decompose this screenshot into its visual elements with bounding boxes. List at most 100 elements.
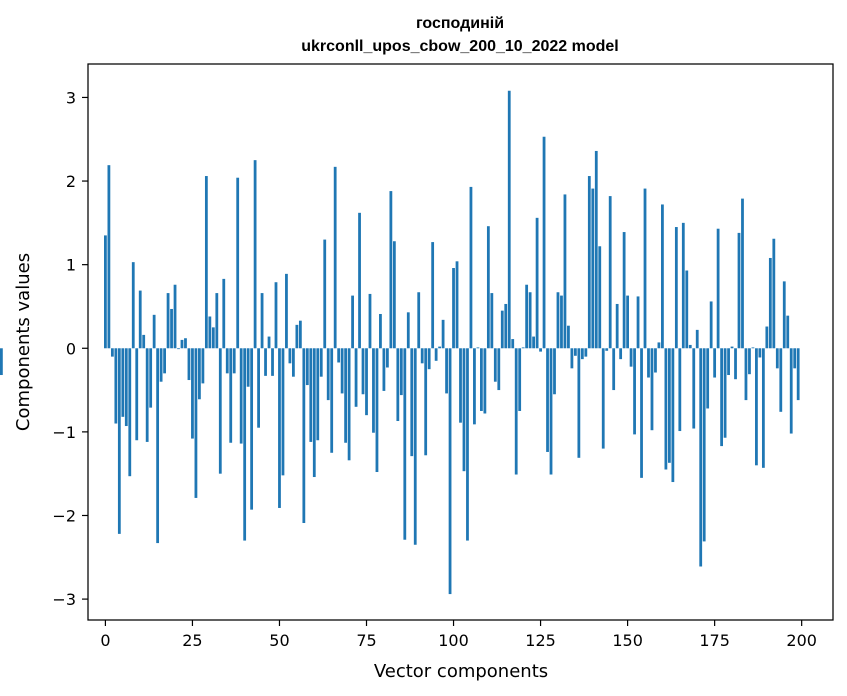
bar-63	[323, 239, 327, 349]
bar-59	[309, 348, 313, 442]
bar-150	[626, 295, 629, 349]
bar-166	[681, 222, 685, 349]
bar-52	[285, 273, 288, 349]
chart-title: господиній	[416, 15, 504, 32]
bar-184	[744, 348, 748, 401]
bar-16	[159, 348, 163, 382]
bar-74	[361, 348, 365, 395]
bar-44	[257, 348, 260, 428]
bar-153	[636, 296, 640, 349]
bar-132	[563, 194, 567, 349]
y-tick-label: 1	[66, 256, 76, 275]
bar-76	[368, 293, 372, 349]
bar-185	[748, 348, 751, 375]
bar-149	[622, 232, 626, 349]
bar-49	[274, 282, 278, 349]
bar-135	[573, 348, 577, 356]
bar-47	[267, 336, 271, 349]
bar-22	[180, 339, 184, 349]
bar-124	[535, 217, 539, 349]
x-tick-label: 75	[356, 631, 376, 650]
bar-23	[184, 338, 187, 349]
bar-167	[685, 270, 689, 349]
bar-112	[493, 348, 497, 382]
bar-undefined	[0, 348, 3, 376]
bar-194	[779, 348, 783, 412]
bar-62	[319, 348, 323, 377]
bar-159	[657, 342, 661, 349]
y-axis-ticks: −3 −2 −1 0 1 2 3	[52, 88, 88, 609]
bar-94	[431, 242, 435, 349]
bar-26	[194, 348, 198, 498]
bar-97	[441, 319, 445, 349]
x-tick-label: 125	[525, 631, 556, 650]
bar-45	[260, 293, 264, 349]
bar-37	[232, 348, 236, 374]
bar-57	[302, 348, 306, 524]
bar-169	[692, 348, 696, 429]
bar-183	[741, 198, 744, 349]
bar-190	[765, 326, 769, 349]
bar-137	[580, 348, 584, 360]
chart-subtitle: ukrconll_upos_cbow_200_10_2022 model	[301, 38, 618, 55]
bar-181	[734, 348, 737, 380]
bar-199	[796, 348, 800, 401]
bar-111	[490, 293, 494, 349]
bar-36	[229, 348, 233, 443]
bar-98	[445, 348, 448, 394]
bar-127	[546, 348, 549, 452]
bar-173	[706, 348, 710, 409]
x-tick-label: 200	[786, 631, 817, 650]
bar-121	[525, 284, 529, 349]
bar-116	[507, 90, 511, 349]
bar-165	[678, 348, 682, 432]
bar-133	[567, 325, 570, 349]
bar-143	[601, 348, 605, 449]
y-tick-label: −3	[52, 590, 76, 609]
bar-147	[615, 303, 619, 349]
bar-125	[539, 348, 542, 352]
bar-5	[121, 348, 125, 417]
bar-164	[674, 227, 678, 349]
bars-group	[0, 90, 800, 595]
bar-191	[768, 257, 772, 349]
bar-115	[504, 303, 508, 349]
bar-160	[661, 204, 664, 349]
bar-83	[392, 241, 396, 349]
bar-123	[532, 336, 535, 349]
x-tick-label: 150	[612, 631, 643, 650]
bar-13	[149, 348, 153, 408]
bar-120	[521, 347, 525, 349]
bar-78	[375, 348, 379, 473]
bar-85	[399, 348, 403, 396]
bar-168	[688, 344, 692, 349]
x-axis-label: Vector components	[374, 661, 548, 682]
bar-38	[236, 177, 240, 349]
bar-14	[152, 314, 156, 349]
bar-198	[793, 348, 797, 369]
bar-179	[727, 348, 730, 376]
bar-141	[594, 150, 598, 349]
bar-134	[570, 348, 574, 369]
bar-6	[124, 348, 128, 427]
bar-2	[110, 348, 114, 357]
bar-177	[720, 348, 723, 447]
bar-66	[333, 166, 337, 349]
bar-58	[305, 348, 309, 386]
bar-17	[163, 348, 166, 374]
bar-171	[699, 348, 703, 567]
bar-19	[170, 308, 173, 349]
x-tick-label: 50	[269, 631, 289, 650]
bar-136	[577, 348, 581, 458]
bar-188	[758, 348, 762, 358]
x-tick-label: 175	[699, 631, 730, 650]
y-tick-label: 2	[66, 172, 76, 191]
bar-138	[584, 348, 588, 357]
bar-99	[448, 348, 452, 595]
bar-195	[782, 281, 786, 349]
bar-11	[142, 334, 146, 349]
y-tick-label: 0	[66, 339, 76, 358]
bar-114	[500, 310, 504, 349]
bar-93	[427, 348, 431, 370]
